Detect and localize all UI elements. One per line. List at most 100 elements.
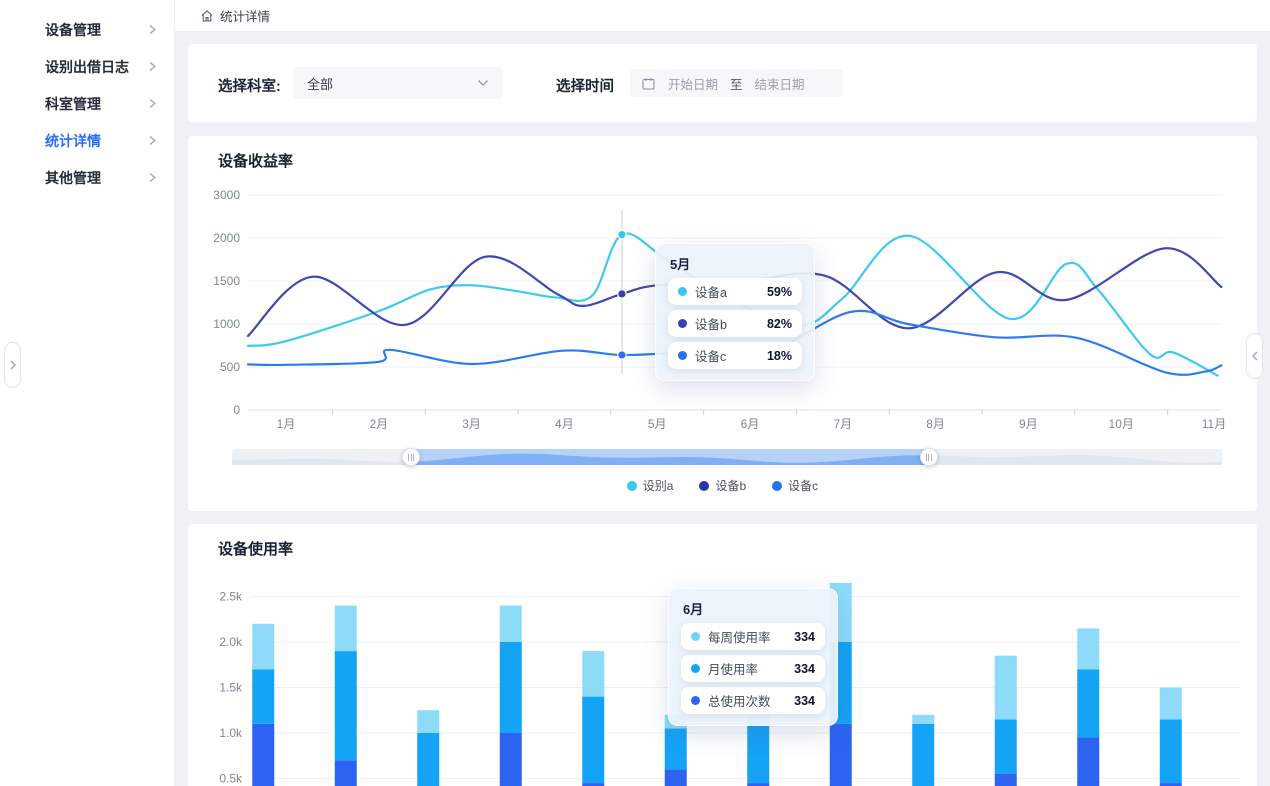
svg-text:11月: 11月 xyxy=(1202,417,1226,431)
svg-text:3月: 3月 xyxy=(462,417,481,431)
usage-chart-card: 设备使用率 2.5k 2.0k 1.5k 1.0k 0.5k 6月 每周使用率 334 月使用… xyxy=(188,524,1257,786)
tooltip-row: 设备b 82% xyxy=(668,310,802,337)
home-icon xyxy=(200,9,214,23)
svg-text:2月: 2月 xyxy=(369,417,388,431)
tooltip-series-value: 59% xyxy=(766,284,792,299)
tooltip-row: 设备a 59% xyxy=(668,278,802,305)
svg-text:5月: 5月 xyxy=(648,417,667,431)
tooltip-row: 每周使用率 334 xyxy=(681,623,825,650)
svg-text:9月: 9月 xyxy=(1019,417,1038,431)
revenue-chart-title: 设备收益率 xyxy=(218,153,294,170)
chevron-right-icon xyxy=(149,135,156,146)
sidebar-item-2[interactable]: 设别出借日志 xyxy=(0,48,174,85)
series-dot xyxy=(678,351,687,360)
legend-label: 设备c xyxy=(788,479,819,493)
tooltip-series-value: 82% xyxy=(766,316,792,331)
legend-label: 设别a xyxy=(642,479,674,493)
dept-select[interactable]: 全部 xyxy=(293,67,503,99)
svg-text:2.5k: 2.5k xyxy=(219,590,243,604)
usage-chart-title: 设备使用率 xyxy=(218,541,294,558)
svg-text:500: 500 xyxy=(220,360,240,374)
tooltip-title: 6月 xyxy=(683,602,704,617)
breadcrumb-bar: 统计详情 xyxy=(175,0,1270,32)
chart-legend: 设别a 设备b 设备c xyxy=(188,477,1257,494)
sidebar-item-label: 其他管理 xyxy=(45,169,101,186)
datazoom-left-handle[interactable] xyxy=(402,448,421,466)
svg-text:0: 0 xyxy=(233,403,240,417)
tooltip-series-label: 月使用率 xyxy=(708,663,759,677)
bar-chart-tooltip: 6月 每周使用率 334 月使用率 334 总使用次数 334 xyxy=(668,588,838,726)
sidebar-item-5[interactable]: 其他管理 xyxy=(0,159,174,196)
sidebar-item-3[interactable]: 科室管理 xyxy=(0,85,174,122)
sidebar-expand-button[interactable] xyxy=(4,342,21,388)
line-chart-tooltip: 5月 设备a 59% 设备b 82% 设备c 18% xyxy=(655,243,815,381)
breadcrumb[interactable]: 统计详情 xyxy=(220,10,271,24)
revenue-chart-card: 设备收益率 3000 2000 1500 1000 500 0 1月 2月 3月 4月 5月 6月 7月… xyxy=(188,136,1257,511)
sidebar-item-4[interactable]: 统计详情 xyxy=(0,122,174,159)
svg-text:1500: 1500 xyxy=(213,274,240,288)
series-dot xyxy=(691,632,700,641)
dept-filter-label: 选择科室: xyxy=(218,79,281,95)
usage-bar-chart-canvas: 2.5k 2.0k 1.5k 1.0k 0.5k xyxy=(219,582,1240,786)
tooltip-row: 设备c 18% xyxy=(668,342,802,369)
sidebar-item-label: 设别出借日志 xyxy=(45,58,129,75)
date-range-picker[interactable]: 开始日期 至 结束日期 xyxy=(630,69,843,97)
chevron-right-icon xyxy=(149,61,156,72)
panel-collapse-button[interactable] xyxy=(1246,333,1263,379)
sidebar-item-label: 设备管理 xyxy=(45,21,101,38)
chevron-right-icon xyxy=(149,172,156,183)
legend-item-2[interactable]: 设备b xyxy=(699,477,746,494)
svg-text:8月: 8月 xyxy=(926,417,945,431)
chevron-right-icon xyxy=(149,24,156,35)
date-range-separator: 至 xyxy=(730,77,743,92)
svg-text:7月: 7月 xyxy=(833,417,852,431)
tooltip-row: 总使用次数 334 xyxy=(681,687,825,714)
legend-dot xyxy=(626,480,637,491)
svg-text:0.5k: 0.5k xyxy=(219,772,243,786)
tooltip-row: 月使用率 334 xyxy=(681,655,825,682)
svg-text:4月: 4月 xyxy=(555,417,574,431)
usage-bar-chart: 2.5k 2.0k 1.5k 1.0k 0.5k xyxy=(188,524,1257,786)
legend-label: 设备b xyxy=(715,479,747,493)
start-date-input[interactable]: 开始日期 xyxy=(668,77,719,92)
datazoom-right-handle[interactable] xyxy=(919,448,938,466)
legend-item-1[interactable]: 设别a xyxy=(626,477,674,494)
tooltip-series-value: 334 xyxy=(794,693,815,708)
legend-item-3[interactable]: 设备c xyxy=(772,477,818,494)
tooltip-title: 5月 xyxy=(670,257,691,272)
datazoom-slider[interactable] xyxy=(232,448,1222,466)
sidebar: 设备管理设别出借日志科室管理统计详情其他管理 xyxy=(0,0,175,786)
series-dot xyxy=(691,664,700,673)
svg-text:1000: 1000 xyxy=(213,317,240,331)
tooltip-series-label: 设备c xyxy=(695,350,727,364)
tooltip-series-value: 18% xyxy=(766,348,792,363)
svg-text:1.5k: 1.5k xyxy=(219,681,243,695)
sidebar-item-label: 统计详情 xyxy=(45,132,101,149)
tooltip-series-label: 总使用次数 xyxy=(708,695,771,709)
tooltip-series-value: 334 xyxy=(794,661,815,676)
sidebar-item-1[interactable]: 设备管理 xyxy=(0,11,174,48)
svg-text:1月: 1月 xyxy=(277,417,296,431)
svg-text:3000: 3000 xyxy=(213,188,240,202)
tooltip-series-label: 设备b xyxy=(695,318,727,332)
series-dot xyxy=(678,319,687,328)
series-dot xyxy=(678,287,687,296)
tooltip-series-label: 设备a xyxy=(695,286,727,300)
tooltip-series-label: 每周使用率 xyxy=(708,631,771,645)
chevron-right-icon xyxy=(10,360,16,370)
tooltip-series-value: 334 xyxy=(794,629,815,644)
chevron-right-icon xyxy=(149,98,156,109)
legend-dot xyxy=(772,480,783,491)
datazoom-canvas xyxy=(232,449,1222,465)
svg-text:2000: 2000 xyxy=(213,231,240,245)
chevron-left-icon xyxy=(1251,351,1258,361)
svg-text:10月: 10月 xyxy=(1109,417,1134,431)
svg-text:1.0k: 1.0k xyxy=(219,726,243,740)
legend-dot xyxy=(699,480,710,491)
end-date-input[interactable]: 结束日期 xyxy=(754,77,805,92)
series-dot xyxy=(691,696,700,705)
svg-text:2.0k: 2.0k xyxy=(219,635,243,649)
dept-select-value: 全部 xyxy=(307,76,334,92)
svg-text:6月: 6月 xyxy=(741,417,760,431)
time-filter-label: 选择时间 xyxy=(556,79,614,95)
